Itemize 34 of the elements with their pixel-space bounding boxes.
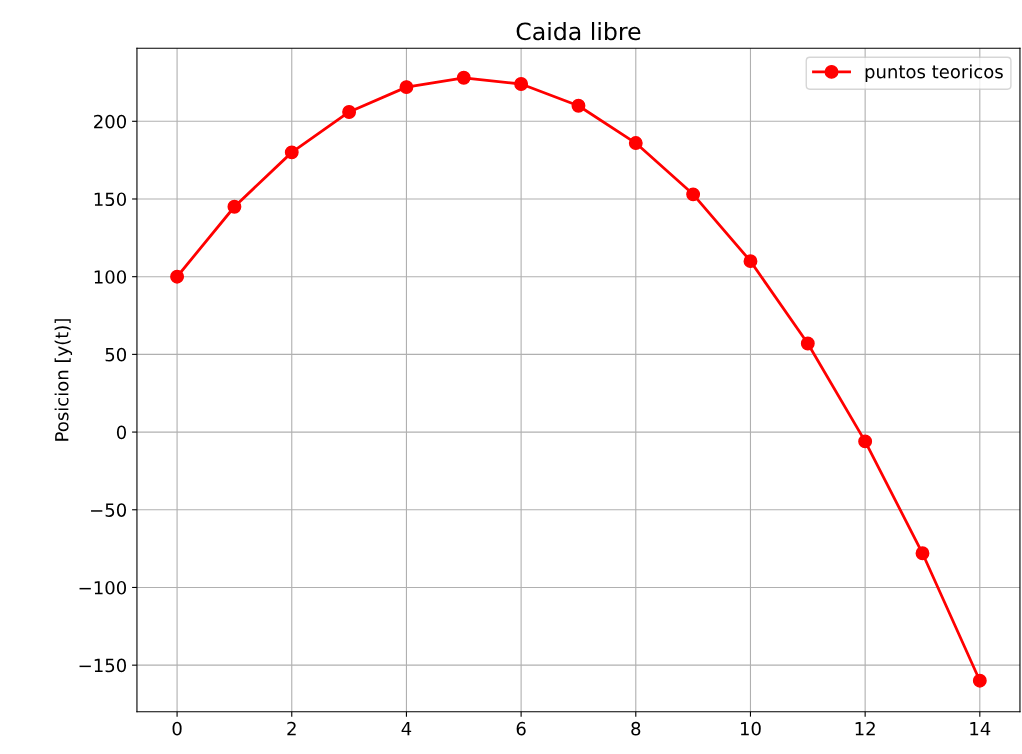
- y-tick-label: −150: [79, 658, 127, 673]
- point: [456, 70, 471, 85]
- point: [284, 145, 299, 160]
- legend-label: puntos teoricos: [865, 64, 1003, 82]
- y-tick-label: −50: [91, 503, 127, 517]
- x-tick-label: 14: [970, 722, 991, 736]
- y-tick-label: 0: [116, 425, 127, 440]
- point: [686, 187, 701, 202]
- point: [514, 77, 529, 91]
- x-tick-label: 10: [740, 721, 761, 736]
- y-tick-label: 50: [105, 347, 127, 362]
- point: [743, 254, 758, 269]
- y-tick-label: 200: [94, 114, 127, 129]
- x-tick-label: 6: [516, 721, 526, 736]
- y-tick-label: −100: [79, 580, 127, 595]
- point: [972, 673, 987, 688]
- x-tick-label: 4: [401, 722, 412, 736]
- x-tick-label: 8: [631, 721, 641, 736]
- y-axis-title: Posicion [y(t)]: [54, 319, 73, 441]
- x-tick-label: 12: [855, 721, 875, 736]
- y-tick-label: 150: [94, 192, 127, 207]
- point: [571, 98, 586, 113]
- point: [800, 336, 815, 351]
- chart-title: Caida libre: [516, 21, 641, 41]
- x-tick-label: 2: [287, 721, 296, 736]
- point: [170, 269, 185, 284]
- point: [399, 80, 414, 95]
- point: [628, 136, 643, 150]
- point: [915, 546, 930, 561]
- point: [858, 434, 873, 449]
- point: [342, 105, 357, 119]
- point: [227, 199, 242, 214]
- x-tick-label: 0: [172, 721, 182, 736]
- y-tick-label: 100: [94, 270, 127, 284]
